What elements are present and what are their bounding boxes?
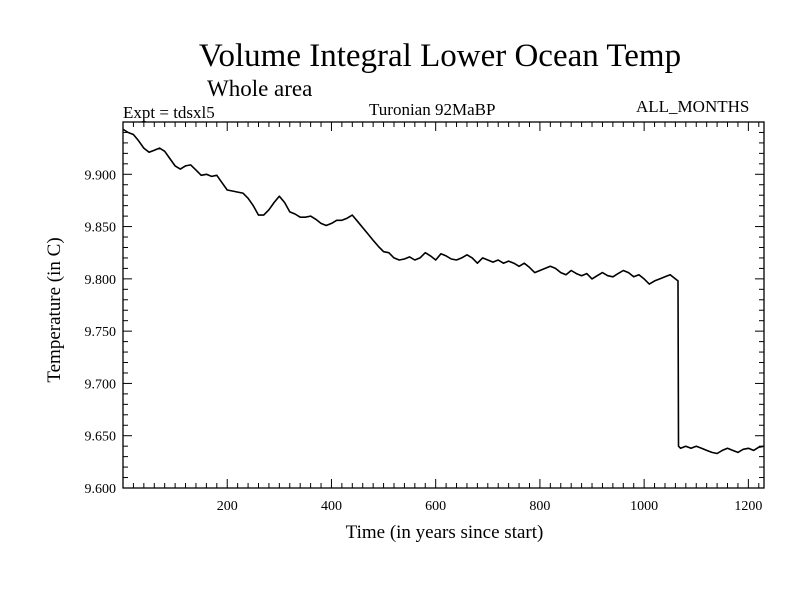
- y-tick-label: 9.650: [85, 430, 117, 445]
- y-tick-label: 9.850: [85, 221, 117, 236]
- months-label: ALL_MONTHS: [636, 97, 750, 116]
- x-tick-label: 600: [425, 499, 446, 514]
- period-label: Turonian 92MaBP: [369, 100, 496, 119]
- chart-title: Volume Integral Lower Ocean Temp: [198, 38, 682, 74]
- y-tick-label: 9.900: [85, 168, 117, 183]
- y-tick-label: 9.750: [85, 325, 117, 340]
- x-axis-label: Time (in years since start): [346, 522, 544, 543]
- experiment-label: Expt = tdsxl5: [123, 103, 215, 122]
- chart-subtitle: Whole area: [207, 76, 313, 101]
- x-tick-label: 200: [217, 499, 238, 514]
- x-tick-label: 800: [529, 499, 550, 514]
- tick-labels: 200 400 600 800 1000 1200 9.600 9.650 9.700 9.750…: [85, 168, 763, 514]
- y-tick-label: 9.700: [85, 377, 117, 392]
- x-tick-label: 400: [321, 499, 342, 514]
- x-tick-label: 1200: [734, 499, 762, 514]
- y-tick-label: 9.800: [85, 273, 117, 288]
- x-tick-label: 1000: [630, 499, 658, 514]
- y-axis-label: Temperature (in C): [44, 237, 65, 382]
- plot-frame: [122, 121, 765, 489]
- y-tick-label: 9.600: [85, 482, 117, 497]
- axis-ticks: [123, 122, 764, 488]
- temperature-series-line: [122, 128, 765, 455]
